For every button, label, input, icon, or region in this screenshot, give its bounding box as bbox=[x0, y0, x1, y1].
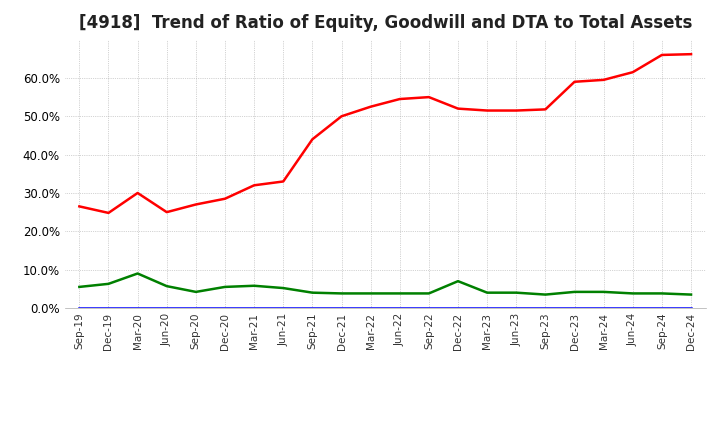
Deferred Tax Assets bbox=[104, 281, 113, 286]
Equity bbox=[425, 95, 433, 100]
Equity bbox=[687, 51, 696, 57]
Equity bbox=[279, 179, 287, 184]
Deferred Tax Assets bbox=[570, 289, 579, 294]
Equity bbox=[163, 209, 171, 215]
Goodwill bbox=[454, 305, 462, 311]
Goodwill bbox=[308, 305, 317, 311]
Goodwill bbox=[104, 305, 113, 311]
Deferred Tax Assets bbox=[250, 283, 258, 288]
Equity bbox=[657, 52, 666, 58]
Deferred Tax Assets bbox=[629, 291, 637, 296]
Equity bbox=[337, 114, 346, 119]
Deferred Tax Assets bbox=[220, 284, 229, 290]
Deferred Tax Assets bbox=[395, 291, 404, 296]
Deferred Tax Assets bbox=[163, 283, 171, 289]
Goodwill bbox=[133, 305, 142, 311]
Goodwill bbox=[75, 305, 84, 311]
Title: [4918]  Trend of Ratio of Equity, Goodwill and DTA to Total Assets: [4918] Trend of Ratio of Equity, Goodwil… bbox=[78, 15, 692, 33]
Goodwill bbox=[687, 305, 696, 311]
Equity bbox=[395, 96, 404, 102]
Goodwill bbox=[366, 305, 375, 311]
Goodwill bbox=[483, 305, 492, 311]
Goodwill bbox=[395, 305, 404, 311]
Goodwill bbox=[192, 305, 200, 311]
Goodwill bbox=[541, 305, 550, 311]
Deferred Tax Assets bbox=[279, 286, 287, 291]
Goodwill bbox=[599, 305, 608, 311]
Equity bbox=[512, 108, 521, 113]
Equity bbox=[133, 191, 142, 196]
Equity bbox=[366, 104, 375, 109]
Deferred Tax Assets bbox=[454, 279, 462, 284]
Goodwill bbox=[250, 305, 258, 311]
Equity bbox=[220, 196, 229, 202]
Deferred Tax Assets bbox=[366, 291, 375, 296]
Line: Equity: Equity bbox=[79, 54, 691, 213]
Equity bbox=[250, 183, 258, 188]
Equity bbox=[308, 137, 317, 142]
Deferred Tax Assets bbox=[687, 292, 696, 297]
Equity bbox=[104, 210, 113, 216]
Equity bbox=[483, 108, 492, 113]
Equity bbox=[75, 204, 84, 209]
Goodwill bbox=[512, 305, 521, 311]
Goodwill bbox=[279, 305, 287, 311]
Deferred Tax Assets bbox=[337, 291, 346, 296]
Equity bbox=[454, 106, 462, 111]
Equity bbox=[599, 77, 608, 82]
Deferred Tax Assets bbox=[133, 271, 142, 276]
Deferred Tax Assets bbox=[75, 284, 84, 290]
Equity bbox=[629, 70, 637, 75]
Goodwill bbox=[425, 305, 433, 311]
Goodwill bbox=[629, 305, 637, 311]
Deferred Tax Assets bbox=[599, 289, 608, 294]
Deferred Tax Assets bbox=[512, 290, 521, 295]
Goodwill bbox=[337, 305, 346, 311]
Deferred Tax Assets bbox=[192, 289, 200, 294]
Deferred Tax Assets bbox=[483, 290, 492, 295]
Equity bbox=[541, 107, 550, 112]
Equity bbox=[192, 202, 200, 207]
Deferred Tax Assets bbox=[308, 290, 317, 295]
Equity bbox=[570, 79, 579, 84]
Goodwill bbox=[163, 305, 171, 311]
Deferred Tax Assets bbox=[541, 292, 550, 297]
Deferred Tax Assets bbox=[657, 291, 666, 296]
Goodwill bbox=[220, 305, 229, 311]
Goodwill bbox=[570, 305, 579, 311]
Line: Deferred Tax Assets: Deferred Tax Assets bbox=[79, 274, 691, 295]
Goodwill bbox=[657, 305, 666, 311]
Deferred Tax Assets bbox=[425, 291, 433, 296]
